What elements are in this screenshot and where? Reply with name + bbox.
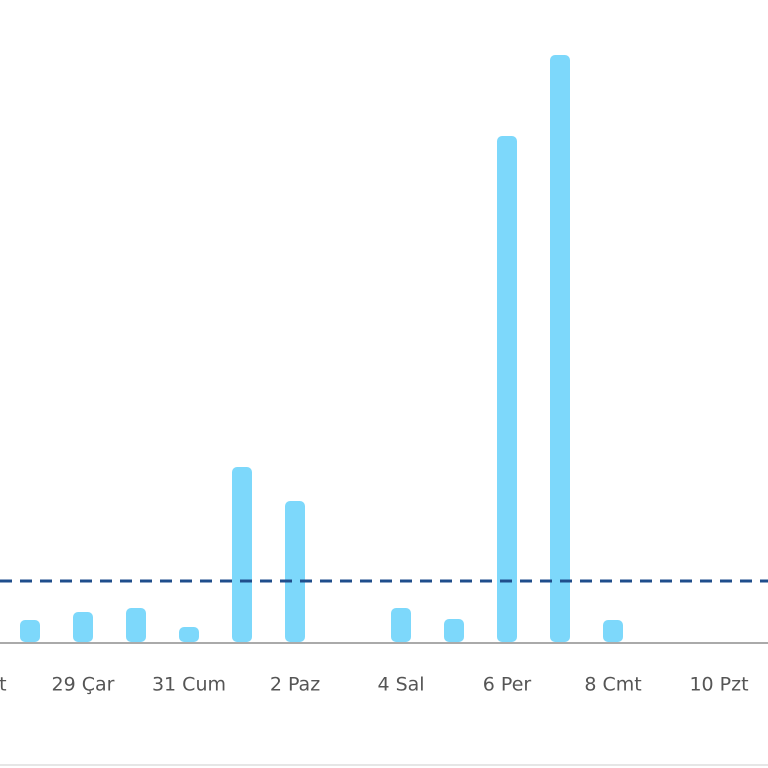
bar — [444, 619, 464, 642]
bar — [20, 620, 40, 642]
bar — [232, 467, 252, 642]
x-tick-label: 8 Cmt — [584, 674, 641, 696]
bar — [497, 136, 517, 642]
x-tick-label: 6 Per — [483, 674, 532, 696]
bar — [126, 608, 146, 642]
x-tick-label: 29 Çar — [52, 674, 115, 696]
bar — [73, 612, 93, 642]
x-tick-label: 27 Pzt — [0, 674, 7, 696]
bar — [391, 608, 411, 642]
bar — [179, 627, 199, 642]
x-tick-label: 10 Pzt — [689, 674, 748, 696]
x-tick-label: 4 Sal — [377, 674, 424, 696]
bar — [550, 55, 570, 642]
bar — [285, 501, 305, 642]
bar — [603, 620, 623, 642]
x-tick-label: 2 Paz — [270, 674, 320, 696]
x-tick-label: 31 Cum — [152, 674, 226, 696]
